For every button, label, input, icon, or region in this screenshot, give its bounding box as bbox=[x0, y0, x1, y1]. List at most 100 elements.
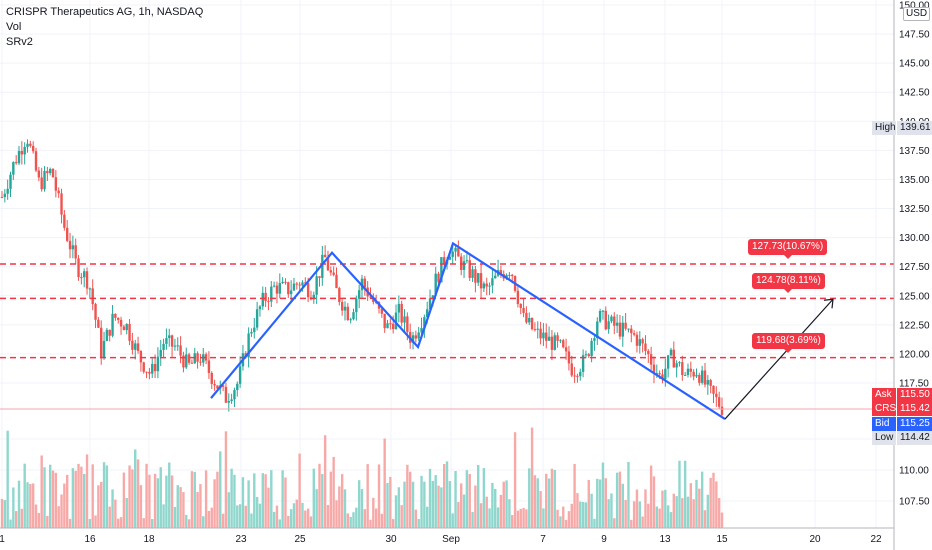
volume-bar bbox=[627, 461, 630, 528]
candle-body bbox=[281, 281, 284, 284]
candle bbox=[641, 337, 644, 353]
volume-bar bbox=[284, 477, 287, 528]
candle-body bbox=[250, 332, 253, 334]
candle bbox=[111, 305, 114, 338]
candle-body bbox=[519, 304, 522, 308]
volume-bar bbox=[159, 467, 162, 528]
candle-body bbox=[406, 316, 409, 332]
volume-bar bbox=[391, 519, 395, 528]
volume-bar bbox=[91, 464, 94, 528]
volume-bar bbox=[374, 508, 378, 528]
volume-bar bbox=[165, 475, 168, 528]
currency-label[interactable]: USD bbox=[903, 7, 931, 21]
volume-bar bbox=[709, 477, 712, 528]
candle-body bbox=[224, 386, 228, 403]
candle bbox=[326, 250, 330, 271]
candle-body bbox=[533, 329, 537, 331]
volume-bar bbox=[43, 467, 46, 528]
volume-bar bbox=[360, 489, 364, 528]
candle-body bbox=[683, 374, 687, 376]
candle-body bbox=[165, 338, 168, 344]
candle bbox=[14, 155, 18, 165]
candle-body bbox=[491, 278, 494, 286]
volume-bar bbox=[386, 482, 389, 528]
candle bbox=[34, 147, 38, 173]
candle-body bbox=[547, 336, 551, 341]
candle bbox=[632, 330, 636, 337]
volume-bar bbox=[74, 470, 77, 528]
volume-bar bbox=[366, 464, 369, 528]
volume-bar bbox=[471, 511, 474, 528]
volume-bar bbox=[377, 464, 381, 528]
candle bbox=[131, 332, 134, 355]
candle-body bbox=[292, 283, 296, 291]
candle-body bbox=[457, 247, 460, 257]
candle bbox=[709, 378, 712, 394]
candle-body bbox=[698, 374, 701, 383]
volume-bar bbox=[9, 519, 12, 528]
candle bbox=[352, 308, 355, 321]
candle-body bbox=[431, 295, 435, 299]
volume-bar bbox=[219, 451, 222, 528]
volume-bar bbox=[71, 468, 75, 528]
candle bbox=[519, 303, 522, 315]
candle bbox=[624, 312, 627, 331]
volume-bar bbox=[406, 464, 409, 528]
volume-bar bbox=[590, 493, 593, 528]
candle bbox=[644, 335, 647, 356]
volume-bar bbox=[624, 500, 627, 528]
candle bbox=[615, 314, 619, 334]
candle bbox=[298, 282, 301, 292]
candle-body bbox=[122, 326, 126, 331]
volume-bar bbox=[494, 488, 497, 528]
volume-bar bbox=[460, 483, 463, 528]
candle bbox=[598, 308, 602, 323]
volume-bar bbox=[683, 460, 687, 528]
volume-bar bbox=[23, 463, 26, 528]
candle-body bbox=[221, 385, 225, 387]
candle bbox=[618, 314, 622, 340]
volume-bar bbox=[443, 463, 446, 528]
candle bbox=[343, 301, 347, 321]
candle-body bbox=[474, 269, 477, 283]
candle-body bbox=[74, 245, 77, 259]
candle bbox=[672, 341, 676, 368]
x-tick-label: 1 bbox=[0, 534, 5, 545]
volume-bar bbox=[448, 481, 452, 528]
volume-bar bbox=[414, 509, 418, 528]
candle-body bbox=[647, 350, 650, 355]
candle-body bbox=[658, 373, 661, 375]
volume-bar bbox=[85, 454, 89, 528]
chart-legend: CRISPR Therapeutics AG, 1h, NASDAQ Vol S… bbox=[6, 5, 203, 50]
candle-body bbox=[119, 319, 123, 327]
candle-body bbox=[267, 301, 270, 303]
volume-bar bbox=[655, 506, 659, 528]
candle-body bbox=[151, 363, 154, 374]
candle bbox=[80, 272, 83, 285]
candle-body bbox=[312, 294, 316, 300]
candle-body bbox=[372, 297, 375, 303]
volume-bar bbox=[363, 509, 367, 528]
candle bbox=[414, 330, 418, 343]
volume-bar bbox=[649, 465, 653, 528]
candle-body bbox=[264, 292, 267, 302]
candle bbox=[233, 387, 236, 408]
candle-body bbox=[615, 322, 619, 326]
candle-body bbox=[590, 340, 593, 357]
legend-vol[interactable]: Vol bbox=[6, 21, 22, 33]
candle bbox=[363, 275, 367, 296]
candle-body bbox=[598, 311, 602, 322]
candle-body bbox=[511, 274, 514, 277]
volume-bar bbox=[397, 487, 401, 528]
volume-bar bbox=[428, 468, 432, 528]
candle bbox=[369, 287, 372, 299]
volume-bar bbox=[281, 470, 284, 528]
candle bbox=[278, 273, 281, 299]
candle-body bbox=[641, 339, 644, 344]
legend-srv2[interactable]: SRv2 bbox=[6, 36, 33, 48]
legend-title[interactable]: CRISPR Therapeutics AG, 1h, NASDAQ bbox=[6, 6, 204, 18]
volume-bar bbox=[434, 475, 437, 528]
volume-bar bbox=[40, 455, 43, 528]
candle bbox=[357, 284, 361, 309]
